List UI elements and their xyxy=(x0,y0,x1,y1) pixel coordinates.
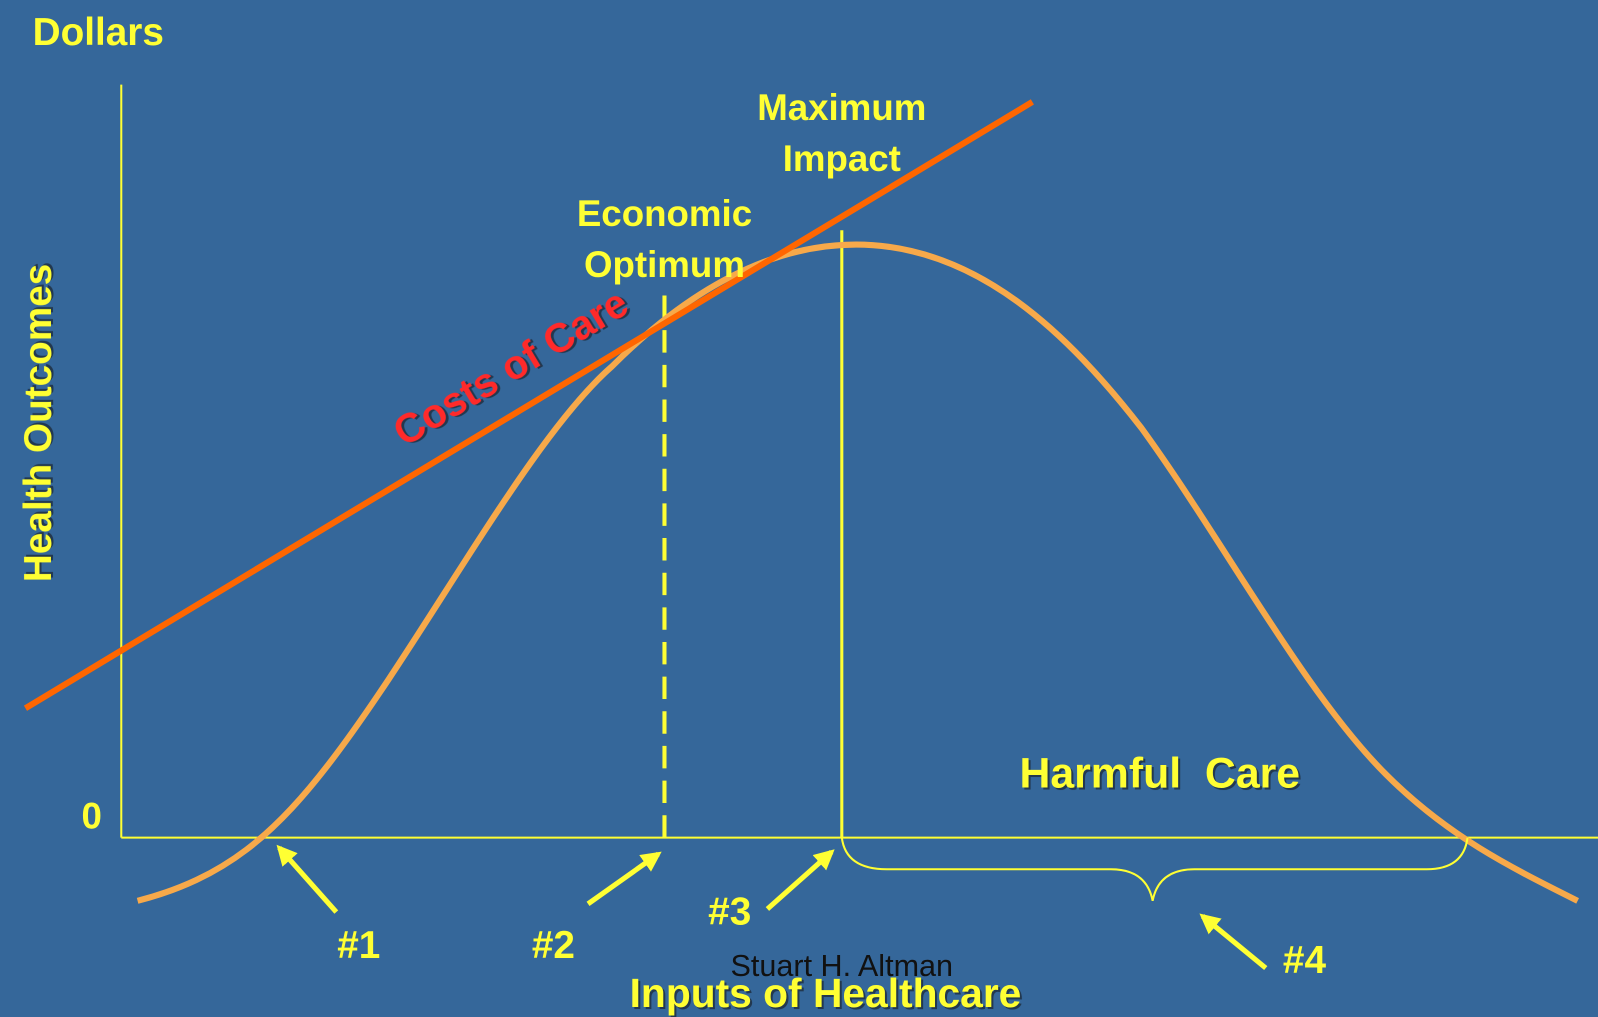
arrow xyxy=(586,851,662,906)
optimum-label: Economic xyxy=(577,193,752,234)
marker-label: #2 xyxy=(532,924,575,967)
x-label: Inputs of Healthcare xyxy=(630,970,1022,1016)
marker-label: #4 xyxy=(1283,939,1327,982)
marker-label: #1 xyxy=(337,924,380,967)
maximum-label: Impact xyxy=(783,138,901,179)
arrows xyxy=(276,844,1268,971)
maximum-label: Maximum xyxy=(757,87,926,128)
harmful-label: Harmful Care xyxy=(1019,750,1300,798)
zero-label: 0 xyxy=(82,795,102,836)
y-label: Health Outcomes xyxy=(17,264,60,582)
arrow xyxy=(765,849,835,911)
optimum-label: Optimum xyxy=(584,244,745,285)
arrow xyxy=(1199,913,1268,971)
health-curve xyxy=(136,241,1579,904)
arrow xyxy=(276,844,339,914)
brace xyxy=(840,837,1469,902)
y-title: Dollars xyxy=(33,11,164,54)
cost-line xyxy=(23,99,1034,711)
footer: Stuart H. Altman xyxy=(731,949,954,983)
marker-label: #3 xyxy=(708,890,751,933)
